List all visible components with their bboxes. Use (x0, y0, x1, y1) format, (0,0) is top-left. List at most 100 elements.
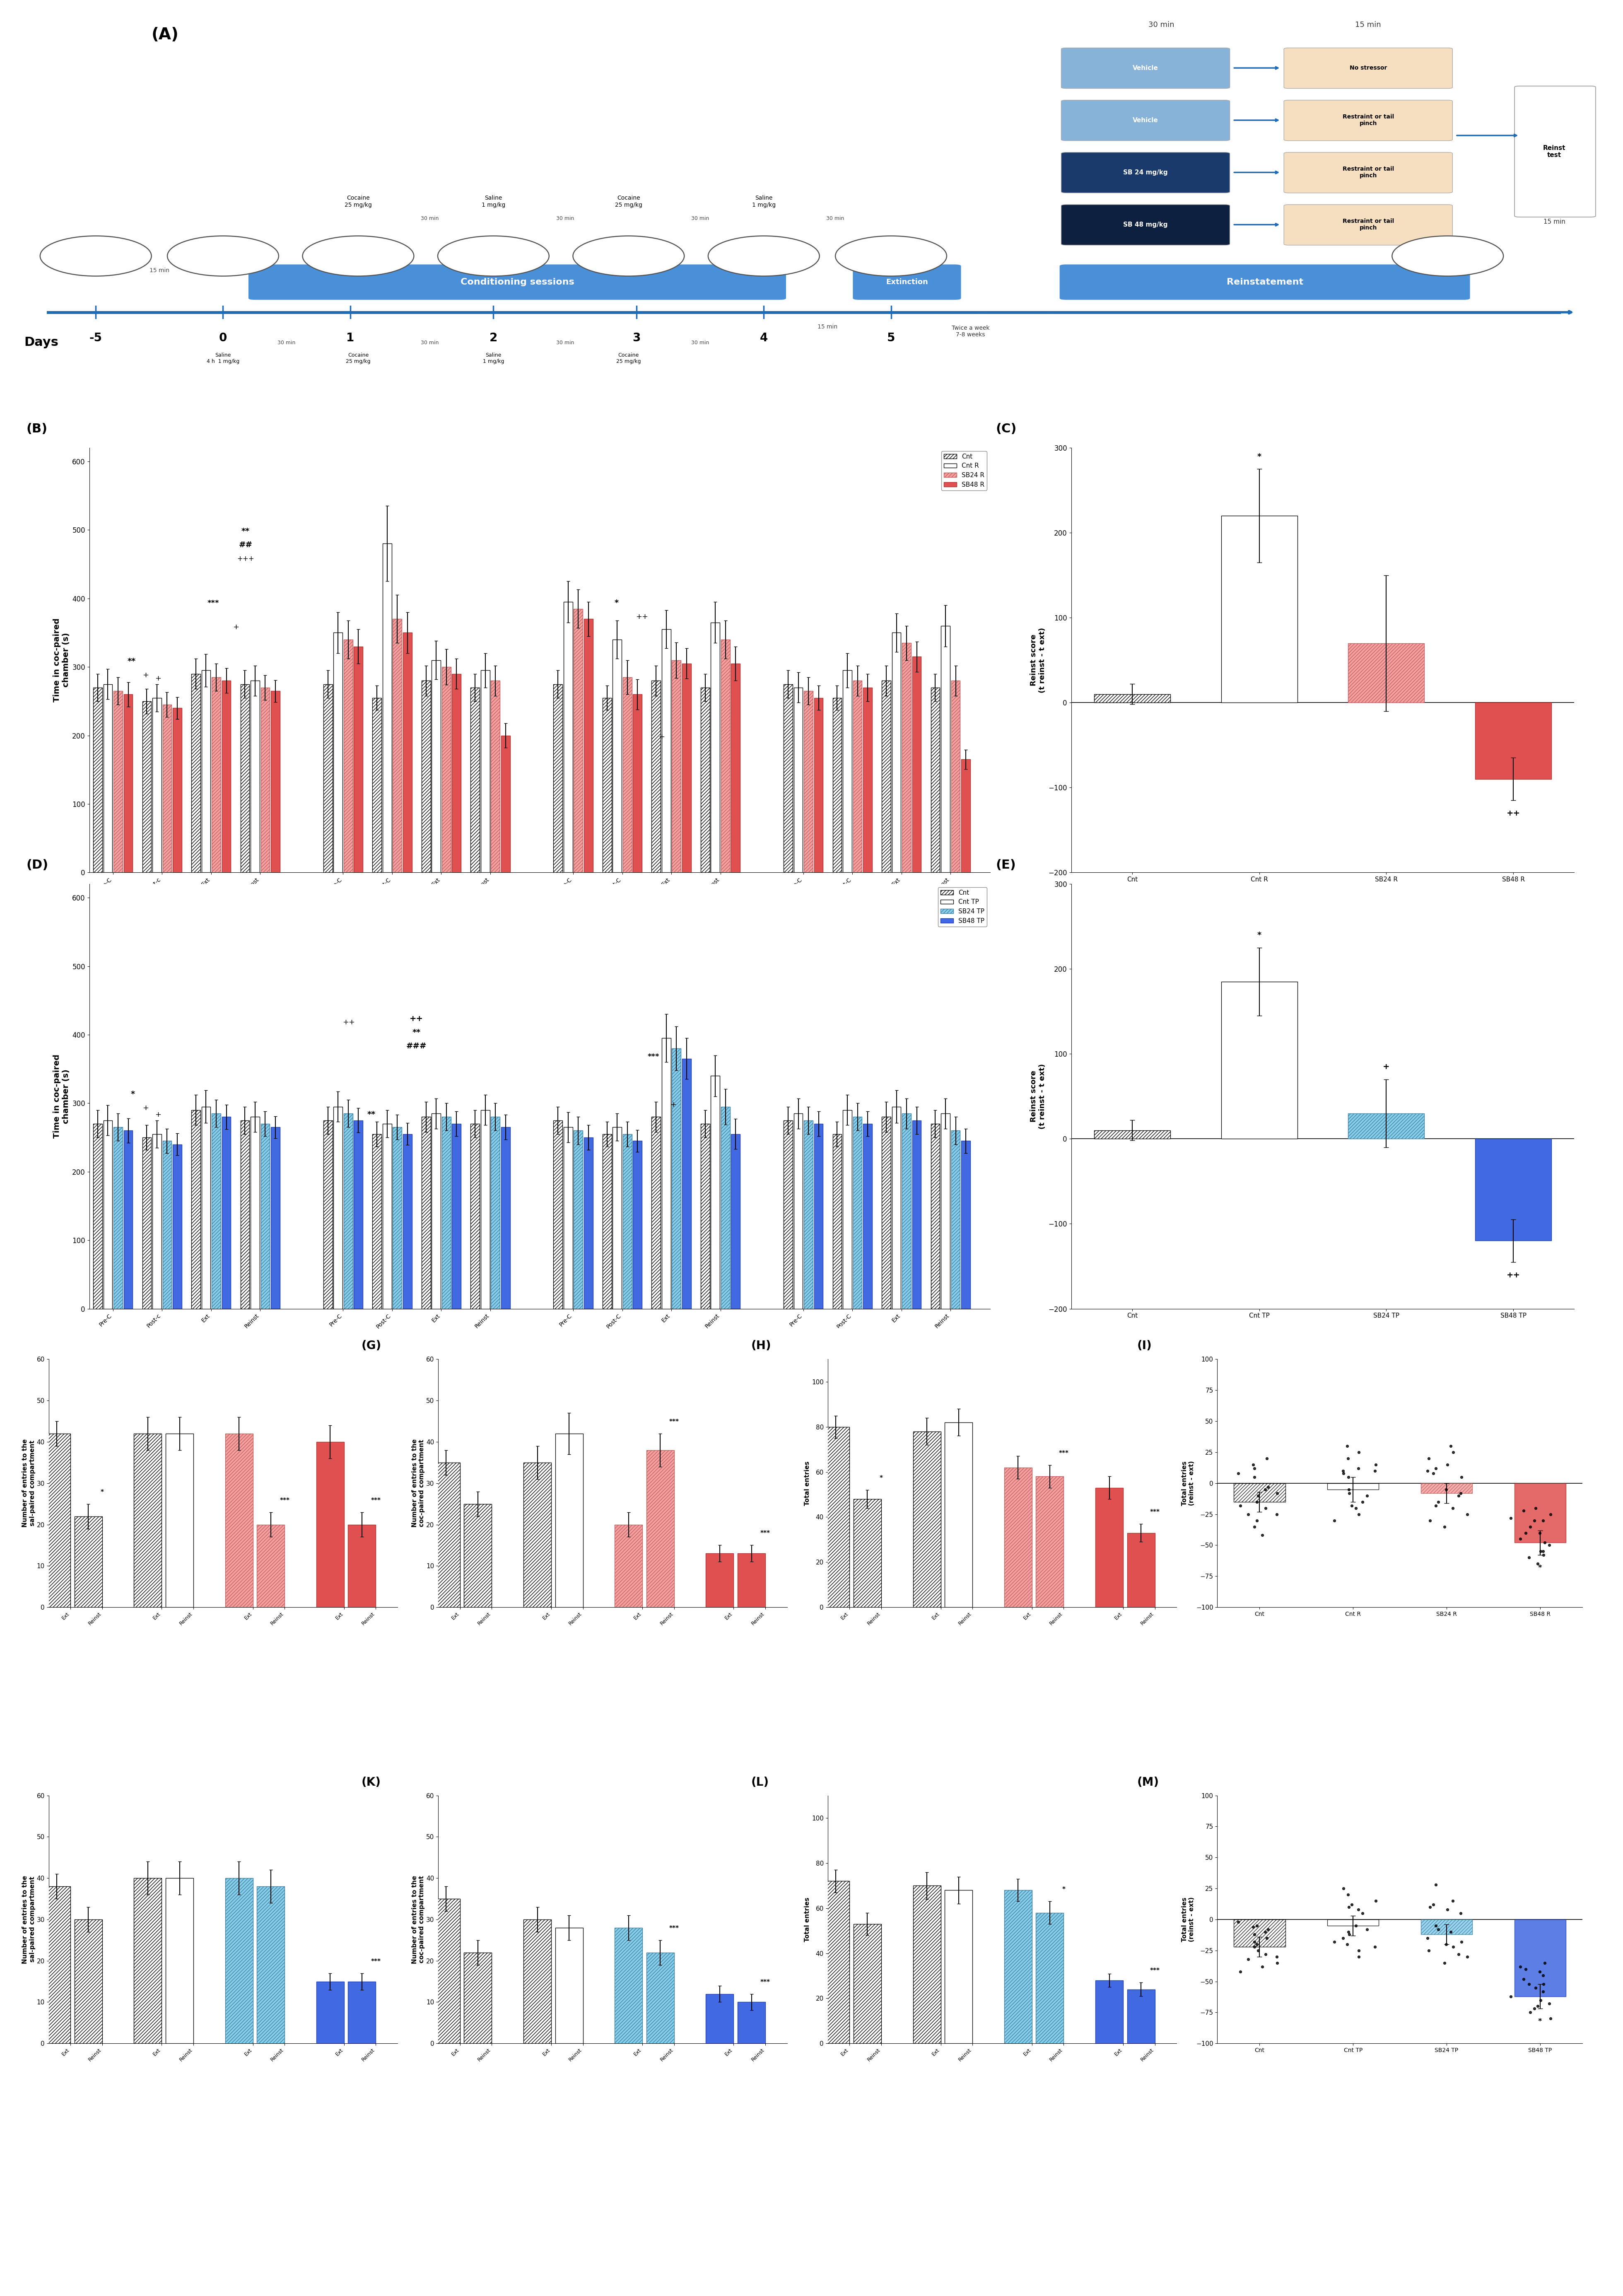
Point (1334, 1428, 1360, 1465)
Text: 15 min: 15 min (818, 324, 837, 331)
Text: 4: 4 (760, 333, 768, 344)
Bar (672, 661, 682, 872)
Text: Saline
1 mg/kg: Saline 1 mg/kg (482, 351, 505, 365)
Point (1420, 1456, 1446, 1492)
Text: 30 min: 30 min (420, 216, 438, 220)
Text: ***: *** (208, 599, 219, 606)
Text: *: * (1539, 1564, 1542, 1573)
Point (1448, 1458, 1474, 1495)
Bar (737, 1554, 766, 1607)
Point (1423, 1867, 1449, 1903)
Point (1255, 1440, 1281, 1476)
Text: +: + (143, 1104, 149, 1111)
Text: (L): (L) (751, 1777, 769, 1789)
Text: (D): (D) (26, 859, 49, 870)
Text: +: + (659, 732, 665, 742)
Bar (1328, 1483, 1380, 1490)
Bar (701, 687, 709, 872)
Text: Cocaine
25 mg/kg: Cocaine 25 mg/kg (346, 351, 370, 365)
Bar (480, 670, 490, 872)
Text: 30 min: 30 min (691, 340, 709, 347)
Bar (1035, 1476, 1063, 1607)
Text: (C): (C) (997, 422, 1016, 434)
Point (1415, 1440, 1441, 1476)
Point (1440, 1433, 1466, 1472)
Bar (815, 1123, 823, 1309)
Bar (706, 1993, 734, 2043)
Text: *: * (1258, 932, 1261, 939)
Point (1522, 1991, 1548, 2027)
Point (1363, 1883, 1389, 1919)
Bar (316, 1442, 344, 1607)
Bar (912, 657, 922, 872)
Text: -5: -5 (89, 333, 102, 344)
Point (1255, 1469, 1281, 1506)
Point (1498, 1977, 1524, 2014)
Bar (166, 1433, 193, 1607)
Ellipse shape (41, 236, 151, 276)
Bar (451, 1123, 461, 1309)
Bar (553, 684, 563, 872)
Text: (M): (M) (1136, 1777, 1159, 1789)
Point (1417, 1890, 1443, 1926)
Bar (153, 698, 161, 872)
Text: ***: *** (372, 1497, 381, 1504)
Point (1336, 1440, 1362, 1476)
Bar (464, 1504, 492, 1607)
Point (1243, 1502, 1269, 1538)
Bar (393, 1127, 403, 1309)
Bar (383, 544, 391, 872)
Text: Conditioning sessions: Conditioning sessions (461, 278, 575, 287)
Bar (1035, 1913, 1063, 2043)
Text: (E): (E) (997, 859, 1016, 870)
Text: Saline
1 mg/kg: Saline 1 mg/kg (482, 195, 505, 209)
Point (1264, 1474, 1290, 1511)
Bar (261, 1123, 269, 1309)
Bar (941, 627, 949, 872)
Bar (902, 1114, 911, 1309)
Bar (615, 1929, 643, 2043)
Point (1438, 1428, 1464, 1465)
Point (1513, 1515, 1539, 1552)
Bar (333, 1107, 342, 1309)
Bar (682, 1058, 691, 1309)
Bar (613, 641, 622, 872)
Point (1321, 1924, 1347, 1961)
Point (1448, 1924, 1474, 1961)
Bar (893, 634, 901, 872)
Point (1435, 1446, 1461, 1483)
Bar (432, 1899, 459, 2043)
Bar (432, 1114, 441, 1309)
Bar (502, 735, 510, 872)
Bar (471, 1123, 479, 1309)
Bar (333, 634, 342, 872)
Ellipse shape (1393, 236, 1503, 276)
Ellipse shape (836, 236, 946, 276)
Bar (1420, 1483, 1472, 1492)
Bar (1005, 1890, 1032, 2043)
Bar (222, 680, 230, 872)
Bar (123, 693, 133, 872)
Point (1537, 2000, 1563, 2037)
Text: ##: ## (239, 542, 252, 549)
Bar (316, 1981, 344, 2043)
Point (1440, 1929, 1466, 1965)
Text: Days: Days (24, 338, 58, 349)
Bar (153, 1134, 161, 1309)
Bar (706, 1554, 734, 1607)
Text: +: + (670, 1100, 677, 1109)
Text: Vehicle: Vehicle (1133, 64, 1159, 71)
Bar (863, 1123, 872, 1309)
Point (1336, 1876, 1362, 1913)
Bar (114, 691, 123, 872)
Point (1522, 1490, 1548, 1527)
Point (1511, 1492, 1537, 1529)
Text: 30 min: 30 min (557, 216, 575, 220)
Bar (662, 1038, 670, 1309)
Point (1530, 1534, 1556, 1570)
Y-axis label: Reinst score
(t reinst - t ext): Reinst score (t reinst - t ext) (1031, 627, 1045, 693)
Bar (240, 684, 250, 872)
Text: Restraint or tail
pinch: Restraint or tail pinch (1342, 165, 1394, 179)
Bar (75, 1515, 102, 1607)
Point (1423, 1488, 1449, 1525)
